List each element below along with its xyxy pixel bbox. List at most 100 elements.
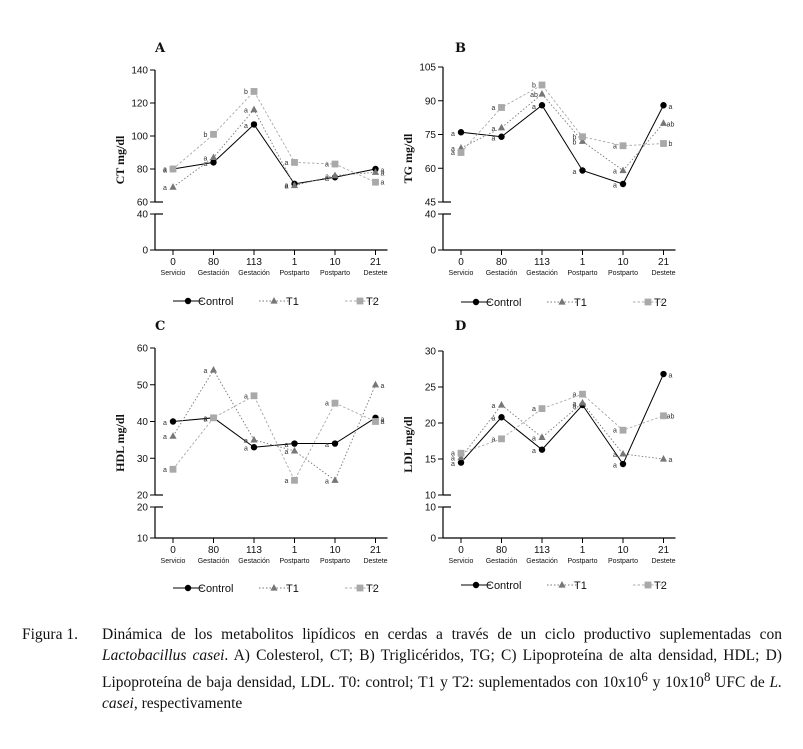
- significance-label: a: [613, 463, 617, 470]
- x-tick-label-word: Postparto: [280, 270, 310, 277]
- y-tick-label: 40: [425, 210, 437, 221]
- x-tick-label-word: Postparto: [320, 558, 350, 565]
- series-line-t1: [172, 369, 376, 481]
- data-point-t1: [209, 153, 218, 161]
- x-tick-label: 80: [208, 545, 220, 556]
- data-point-t2: [579, 133, 586, 141]
- data-point-control: [660, 370, 667, 378]
- data-point-t2: [660, 412, 667, 420]
- significance-label: a: [492, 416, 496, 423]
- data-point-t1: [538, 90, 546, 97]
- significance-label: a: [244, 393, 248, 400]
- caption-part2: . A) Colesterol, CT; B) Triglicéridos, T…: [102, 647, 782, 692]
- y-tick-label: 20: [137, 503, 149, 514]
- data-point-t2: [538, 81, 546, 89]
- significance-label: a: [285, 182, 289, 189]
- x-tick-label: 10: [617, 545, 629, 556]
- x-tick-label-word: Gestación: [486, 270, 518, 277]
- x-tick-label: 1: [292, 257, 298, 268]
- data-point-t2: [291, 159, 298, 166]
- data-point-control: [660, 102, 667, 109]
- data-point-t2: [331, 399, 339, 407]
- panel-letter: C: [155, 319, 165, 334]
- significance-label: a: [163, 420, 167, 427]
- caption-exp2: 8: [703, 669, 711, 684]
- y-tick-label: 30: [137, 454, 149, 465]
- significance-label: a: [492, 126, 496, 133]
- significance-label: a: [163, 185, 167, 192]
- data-point-t1: [290, 181, 299, 189]
- data-point-t1: [619, 449, 627, 457]
- chart-panel-a: A CT mg/dl 60 80 100 120 140 0 40 0 Servicio 80 Gest…: [113, 41, 388, 308]
- y-tick-label: 20: [137, 491, 149, 502]
- significance-label: a: [381, 170, 385, 177]
- significance-label: b: [573, 139, 577, 146]
- data-point-t2: [169, 465, 177, 473]
- significance-label: a: [613, 452, 617, 459]
- significance-label: a: [325, 442, 329, 449]
- figure-caption: Figura 1. Dinámica de los metabolitos li…: [22, 624, 782, 714]
- significance-label: a: [204, 161, 208, 168]
- legend-label-t2: T2: [366, 583, 379, 595]
- x-tick-label-word: Servicio: [449, 270, 474, 277]
- x-tick-label: 21: [370, 257, 382, 268]
- significance-label: a: [613, 428, 617, 435]
- data-point-t2: [457, 449, 465, 457]
- y-tick-label: 100: [131, 132, 148, 143]
- significance-label: a: [492, 403, 496, 410]
- data-point-t1: [497, 123, 506, 131]
- x-tick-label-word: Destete: [651, 270, 675, 277]
- significance-label: a: [669, 104, 673, 111]
- data-point-control: [538, 446, 546, 453]
- significance-label: a: [163, 467, 167, 474]
- data-point-t2: [331, 160, 339, 168]
- significance-label: a: [669, 373, 673, 380]
- data-point-t1: [209, 366, 218, 373]
- significance-label: b: [573, 134, 577, 141]
- legend-marker-t1: [270, 584, 278, 591]
- chart-panel-b: B TG mg/dl 45 60 75 90 105 0 40 0 Servicio 80 Gestac…: [401, 41, 676, 309]
- y-tick-label: 75: [425, 130, 437, 141]
- significance-label: a: [163, 168, 167, 175]
- data-point-t1: [659, 119, 668, 126]
- significance-label: a: [325, 401, 329, 408]
- x-tick-label-word: Servicio: [449, 558, 474, 565]
- caption-part3: y 10x10: [647, 674, 704, 692]
- y-tick-label: 10: [137, 534, 149, 545]
- series-line-t2: [460, 84, 664, 153]
- data-point-control: [619, 180, 627, 188]
- significance-label: a: [381, 168, 385, 175]
- data-point-t1: [169, 183, 177, 190]
- legend-marker-control: [184, 297, 192, 305]
- significance-label: a: [532, 406, 536, 413]
- data-point-t1: [331, 171, 339, 179]
- x-tick-label: 10: [329, 257, 341, 268]
- data-point-t1: [290, 446, 299, 454]
- x-tick-label-word: Postparto: [568, 558, 598, 565]
- y-tick-label: 90: [425, 96, 437, 107]
- significance-label: a: [451, 461, 455, 468]
- data-point-t1: [578, 398, 587, 406]
- legend-label-t2: T2: [654, 580, 667, 592]
- caption-species: Lactobacillus casei: [102, 647, 225, 664]
- data-point-control: [250, 121, 258, 128]
- significance-label: a: [669, 457, 673, 464]
- data-point-t2: [498, 104, 505, 111]
- data-point-control: [210, 159, 217, 166]
- legend-marker-control: [472, 298, 480, 306]
- significance-label: b: [532, 83, 536, 90]
- x-tick-label: 0: [170, 545, 176, 556]
- significance-label: a: [204, 155, 208, 162]
- data-point-t2: [250, 88, 258, 95]
- significance-label: ab: [530, 92, 538, 99]
- significance-label: a: [285, 442, 289, 449]
- significance-label: b: [244, 89, 248, 96]
- caption-part1: Dinámica de los metabolitos lipídicos en…: [102, 626, 782, 643]
- y-tick-label: 50: [137, 380, 149, 391]
- significance-label: b: [669, 141, 673, 148]
- legend-marker-t2: [356, 297, 364, 305]
- data-point-control: [250, 444, 258, 451]
- significance-label: ab: [667, 413, 675, 420]
- y-tick-label: 40: [137, 210, 149, 221]
- legend-label-control: Control: [198, 583, 233, 595]
